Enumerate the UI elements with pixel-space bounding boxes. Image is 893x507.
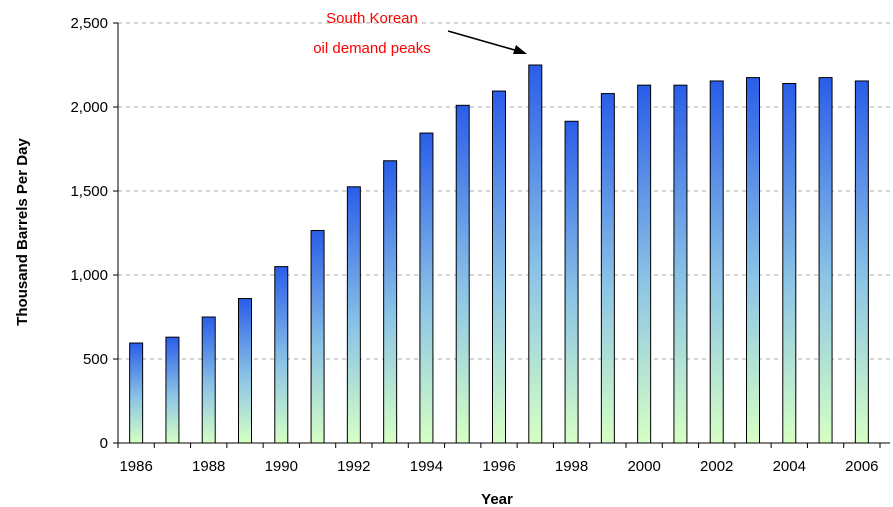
bar (419, 132, 434, 444)
x-tick-label: 2002 (700, 458, 733, 475)
y-tick-label: 2,000 (70, 99, 108, 116)
annotation-line-1: South Korean (326, 10, 418, 27)
annotation-arrowhead (513, 45, 527, 54)
bar (310, 229, 325, 444)
bars (129, 64, 869, 444)
x-tick-label: 1996 (482, 458, 515, 475)
annotation-line-2: oil demand peaks (313, 40, 431, 57)
bar (274, 266, 289, 444)
x-tick-label: 2000 (627, 458, 660, 475)
bar (600, 93, 615, 444)
x-tick-label: 1986 (119, 458, 152, 475)
bar (854, 80, 869, 444)
tick-labels: 0 500 1,000 1,500 2,000 2,500 1986 1988 1990 1992… (70, 15, 878, 475)
bar (238, 298, 252, 444)
x-tick-label: 2004 (773, 458, 806, 475)
bar (383, 160, 398, 444)
x-tick-label: 1992 (337, 458, 370, 475)
y-tick-label: 0 (100, 435, 108, 452)
x-tick-label: 1988 (192, 458, 225, 475)
x-axis-title: Year (481, 491, 513, 507)
x-tick-label: 1994 (410, 458, 443, 475)
y-tick-label: 1,000 (70, 267, 108, 284)
bar (129, 342, 144, 444)
bar (637, 84, 652, 444)
x-tick-label: 1990 (265, 458, 298, 475)
y-tick-label: 2,500 (70, 15, 108, 32)
bar (492, 90, 506, 444)
bar (455, 104, 470, 444)
x-tick-label: 2006 (845, 458, 878, 475)
bar (528, 64, 543, 444)
bar (165, 336, 180, 444)
bar (564, 120, 579, 444)
bar (709, 80, 724, 444)
bar (346, 186, 361, 444)
annotation: South Korean oil demand peaks (313, 10, 527, 57)
bar (201, 316, 216, 444)
bar (782, 82, 797, 444)
bar (818, 77, 833, 444)
x-tick-label: 1998 (555, 458, 588, 475)
y-tick-label: 500 (83, 351, 108, 368)
bar (673, 84, 688, 444)
annotation-arrow (447, 30, 519, 52)
y-axis-title: Thousand Barrels Per Day (14, 138, 31, 326)
bar (746, 77, 760, 444)
y-tick-label: 1,500 (70, 183, 108, 200)
